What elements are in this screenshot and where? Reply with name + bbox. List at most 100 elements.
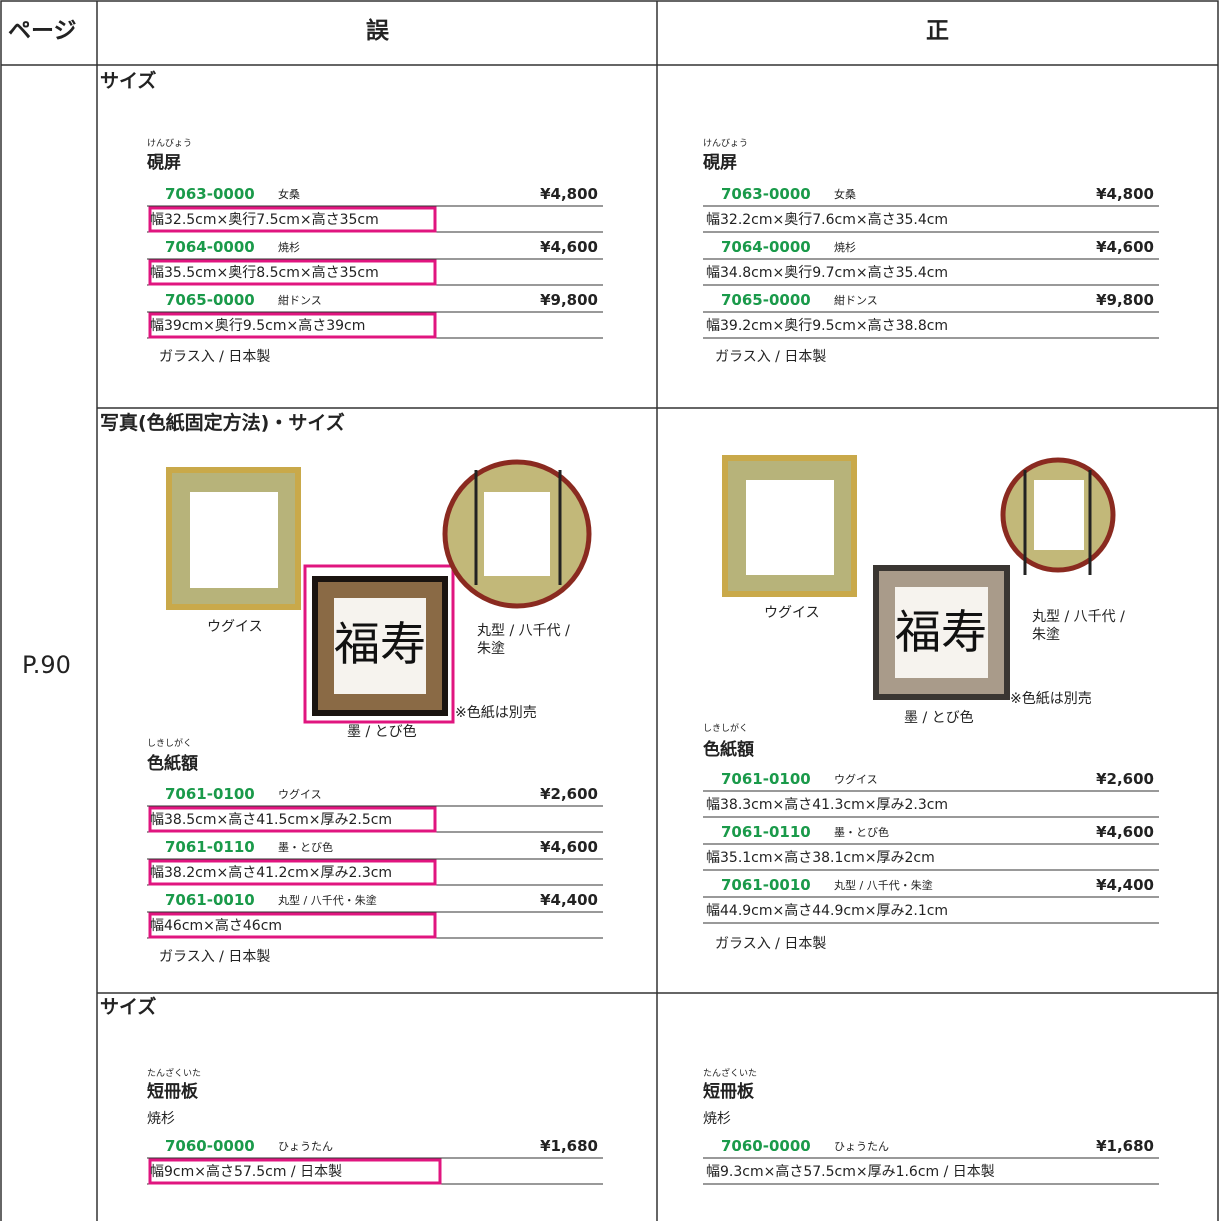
highlight (148, 859, 437, 886)
item-price: ¥1,680 (540, 1137, 598, 1155)
item-variant: 女桑 (834, 188, 856, 201)
highlight (148, 312, 437, 339)
item-price: ¥4,600 (540, 238, 598, 256)
header-correct: 正 (926, 18, 949, 44)
product-name: 色紙額 (147, 754, 198, 774)
product-name: 短冊板 (703, 1082, 754, 1102)
product-note: 焼杉 (147, 1111, 175, 1127)
photo-caption: 墨 / とび色 (347, 724, 417, 740)
photo-caption: ウグイス (207, 619, 263, 635)
header-page: ページ (8, 18, 77, 44)
item-code: 7065-0000 (165, 291, 255, 309)
item-price: ¥4,400 (1096, 876, 1154, 894)
item-code: 7063-0000 (721, 185, 811, 203)
item-size: 幅38.3cm×高さ41.3cm×厚み2.3cm (706, 797, 949, 813)
item-code: 7061-0010 (165, 891, 255, 909)
product-name: 色紙額 (703, 740, 754, 760)
ruby: たんざくいた (147, 1069, 202, 1079)
item-code: 7061-0100 (721, 770, 811, 788)
item-size: 幅34.8cm×奥行9.7cm×高さ35.4cm (706, 265, 949, 281)
item-variant: 丸型 / 八千代・朱塗 (278, 894, 377, 907)
image-note: ※色紙は別売 (1010, 691, 1092, 707)
item-price: ¥9,800 (540, 291, 598, 309)
item-size: 幅9cm×高さ57.5cm / 日本製 (150, 1164, 343, 1180)
item-price: ¥9,800 (1096, 291, 1154, 309)
item-variant: ウグイス (834, 773, 878, 786)
item-size: 幅38.2cm×高さ41.2cm×厚み2.3cm (150, 865, 393, 881)
item-size: 幅35.1cm×高さ38.1cm×厚み2cm (706, 850, 935, 866)
item-size: 幅39cm×奥行9.5cm×高さ39cm (150, 318, 366, 334)
item-size: 幅9.3cm×高さ57.5cm×厚み1.6cm / 日本製 (706, 1164, 995, 1180)
item-variant: 紺ドンス (278, 294, 322, 307)
footer: ガラス入 / 日本製 (715, 349, 827, 365)
photo-caption: 墨 / とび色 (904, 710, 974, 726)
item-code: 7061-0110 (721, 823, 811, 841)
item-size: 幅32.5cm×奥行7.5cm×高さ35cm (150, 212, 379, 228)
ruby: しきしがく (703, 724, 749, 734)
item-price: ¥4,800 (1096, 185, 1154, 203)
item-size: 幅35.5cm×奥行8.5cm×高さ35cm (150, 265, 379, 281)
item-size: 幅38.5cm×高さ41.5cm×厚み2.5cm (150, 812, 393, 828)
image-note: ※色紙は別売 (455, 705, 537, 721)
ruby: しきしがく (147, 739, 193, 749)
item-variant: ひょうたん (278, 1140, 333, 1153)
item-variant: 墨・とび色 (834, 826, 889, 839)
item-price: ¥4,400 (540, 891, 598, 909)
product-photos: 福寿 福寿 (166, 455, 1116, 724)
item-price: ¥4,600 (1096, 238, 1154, 256)
item-variant: 女桑 (278, 188, 300, 201)
header-wrong: 誤 (366, 18, 389, 44)
item-price: ¥4,600 (1096, 823, 1154, 841)
photo-caption: ウグイス (764, 605, 820, 621)
item-variant: ウグイス (278, 788, 322, 801)
item-variant: ひょうたん (834, 1140, 889, 1153)
item-size: 幅39.2cm×奥行9.5cm×高さ38.8cm (706, 318, 949, 334)
highlight (148, 259, 437, 286)
item-variant: 墨・とび色 (278, 841, 333, 854)
svg-text:福寿: 福寿 (334, 617, 426, 671)
ruby: けんびょう (147, 139, 193, 149)
item-code: 7060-0000 (165, 1137, 255, 1155)
ruby: たんざくいた (703, 1069, 758, 1079)
item-code: 7061-0010 (721, 876, 811, 894)
item-price: ¥2,600 (1096, 770, 1154, 788)
item-size: 幅32.2cm×奥行7.6cm×高さ35.4cm (706, 212, 949, 228)
item-price: ¥2,600 (540, 785, 598, 803)
section-title: 写真(色紙固定方法)・サイズ (100, 412, 345, 434)
footer: ガラス入 / 日本製 (159, 349, 271, 365)
item-code: 7064-0000 (165, 238, 255, 256)
item-code: 7061-0110 (165, 838, 255, 856)
section-title: サイズ (100, 70, 157, 92)
item-variant: 焼杉 (278, 241, 300, 254)
footer: ガラス入 / 日本製 (159, 949, 271, 965)
photo-caption: 丸型 / 八千代 / 朱塗 (1032, 609, 1125, 643)
ruby: けんびょう (703, 139, 749, 149)
item-code: 7060-0000 (721, 1137, 811, 1155)
product-name: 短冊板 (147, 1082, 198, 1102)
item-price: ¥4,600 (540, 838, 598, 856)
item-size: 幅44.9cm×高さ44.9cm×厚み2.1cm (706, 903, 949, 919)
highlight (148, 1158, 442, 1185)
item-code: 7065-0000 (721, 291, 811, 309)
photo-caption: 丸型 / 八千代 / 朱塗 (477, 623, 570, 657)
item-code: 7064-0000 (721, 238, 811, 256)
highlight (148, 912, 437, 939)
item-price: ¥1,680 (1096, 1137, 1154, 1155)
product-name: 硯屏 (147, 153, 181, 173)
item-code: 7063-0000 (165, 185, 255, 203)
highlight (148, 206, 437, 233)
product-name: 硯屏 (703, 153, 737, 173)
item-price: ¥4,800 (540, 185, 598, 203)
section-title: サイズ (100, 996, 157, 1018)
item-variant: 紺ドンス (834, 294, 878, 307)
item-variant: 焼杉 (834, 241, 856, 254)
page-label: P.90 (22, 651, 71, 679)
footer: ガラス入 / 日本製 (715, 936, 827, 952)
item-size: 幅46cm×高さ46cm (150, 918, 283, 934)
item-code: 7061-0100 (165, 785, 255, 803)
highlight (148, 806, 437, 833)
item-variant: 丸型 / 八千代・朱塗 (834, 879, 933, 892)
product-note: 焼杉 (703, 1111, 731, 1127)
